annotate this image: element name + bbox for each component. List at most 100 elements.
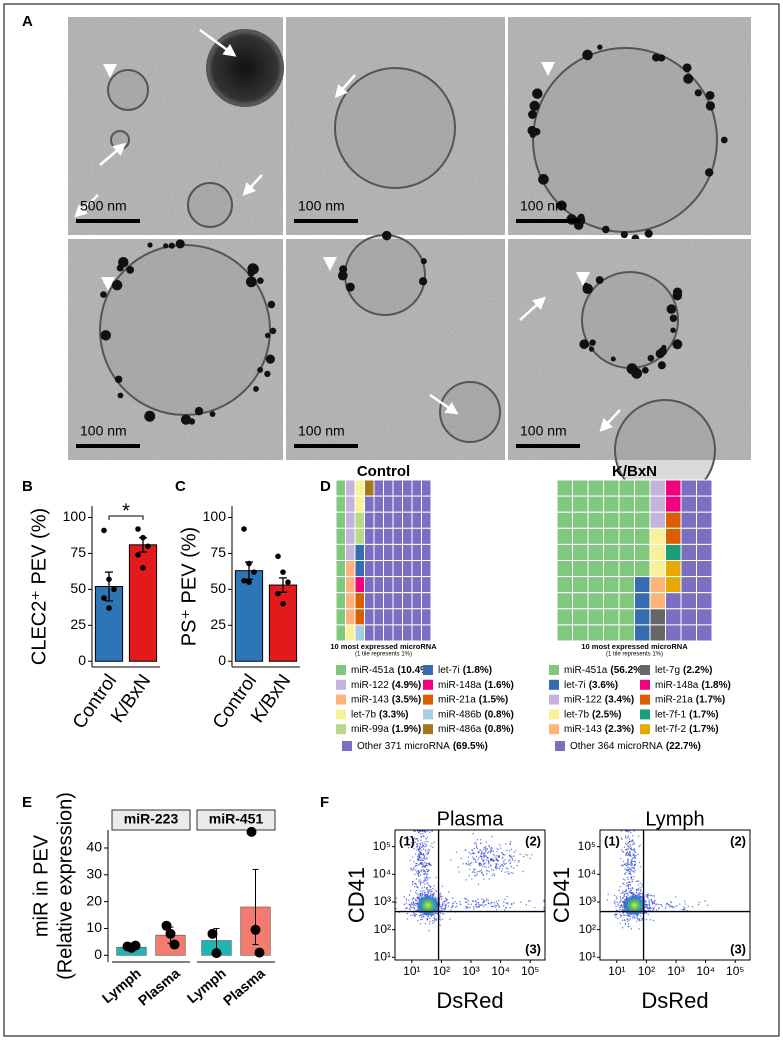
event-dot — [421, 892, 423, 895]
waffle-tile — [665, 624, 682, 642]
waffle-tile — [665, 511, 682, 529]
legend-entry: miR-21a (1.7%) — [655, 694, 725, 705]
event-dot — [454, 901, 456, 903]
event-dot — [451, 904, 454, 906]
event-dot — [443, 907, 445, 910]
event-dot — [507, 860, 510, 862]
event-dot — [503, 862, 505, 864]
event-dot — [419, 895, 421, 897]
event-dot — [469, 862, 472, 865]
waffle-tile — [354, 592, 365, 610]
event-dot — [466, 906, 468, 908]
event-dot — [427, 916, 429, 918]
event-dot — [674, 906, 676, 908]
event-dot — [410, 904, 412, 906]
y-tick-label: 40 — [86, 839, 102, 855]
event-dot — [630, 892, 632, 894]
event-dot — [424, 861, 426, 863]
legend-swatch — [640, 694, 650, 705]
event-dot — [494, 866, 497, 868]
event-dot — [501, 852, 503, 854]
event-dot — [429, 877, 431, 879]
event-dot — [649, 894, 651, 897]
event-dot — [625, 862, 627, 865]
event-dot — [495, 857, 497, 859]
event-dot — [630, 888, 632, 890]
legend-entry: miR-486b (0.8%) — [438, 709, 514, 720]
legend-entry: let-7g (2.2%) — [655, 665, 712, 676]
event-dot — [417, 874, 420, 877]
event-dot — [630, 847, 632, 849]
event-dot — [441, 918, 444, 920]
event-dot — [543, 900, 545, 903]
waffle-tile — [665, 479, 682, 497]
legend-name: miR-21a — [655, 694, 693, 705]
event-dot — [422, 844, 424, 847]
gold-particle — [620, 231, 628, 239]
event-dot — [441, 885, 444, 888]
event-dot — [697, 904, 700, 906]
event-dot — [630, 859, 632, 861]
waffle-tile — [364, 527, 375, 545]
event-dot — [472, 832, 475, 835]
event-dot — [638, 846, 640, 848]
gold-particle — [111, 279, 123, 291]
event-dot — [490, 905, 493, 908]
waffle-title: Control — [357, 463, 410, 480]
event-dot — [425, 876, 428, 879]
gold-particle — [538, 174, 549, 185]
event-dot — [420, 870, 422, 872]
waffle-tile — [665, 560, 682, 578]
event-dot — [408, 903, 411, 906]
event-dot — [472, 858, 475, 861]
event-dot — [439, 912, 442, 914]
micrograph-noise — [508, 17, 751, 235]
event-dot — [475, 841, 477, 844]
data-point — [140, 565, 146, 571]
event-dot — [626, 851, 628, 853]
waffle-tile — [634, 624, 651, 642]
waffle-tile — [634, 495, 651, 513]
event-dot — [415, 889, 418, 892]
waffle-tile — [421, 543, 432, 562]
event-dot — [615, 914, 617, 916]
waffle-tile — [665, 576, 682, 594]
event-dot — [623, 914, 625, 916]
legend-swatch — [423, 665, 433, 675]
event-dot — [419, 847, 422, 850]
event-dot — [414, 891, 417, 894]
event-dot — [412, 914, 414, 916]
waffle-tile — [603, 479, 620, 497]
event-dot — [625, 869, 628, 871]
event-dot — [408, 838, 410, 840]
event-dot — [422, 864, 424, 866]
event-dot — [406, 906, 408, 909]
legend-value: (2.5%) — [592, 709, 621, 720]
event-dot — [682, 906, 685, 908]
event-dot — [454, 906, 457, 909]
event-dot — [486, 870, 488, 872]
plot-title: Lymph — [645, 808, 704, 830]
waffle-tile — [649, 576, 666, 594]
data-point — [161, 920, 172, 931]
event-dot — [490, 850, 493, 852]
event-dot — [622, 860, 625, 863]
event-dot — [494, 906, 496, 908]
event-dot — [403, 896, 405, 898]
event-dot — [467, 856, 469, 858]
event-dot — [469, 853, 472, 855]
event-dot — [493, 859, 496, 862]
event-dot — [415, 878, 418, 880]
gold-particle — [245, 276, 257, 288]
event-dot — [395, 907, 397, 910]
arrowhead-marker — [541, 62, 555, 76]
event-dot — [425, 853, 427, 855]
panel-label: C — [175, 478, 186, 495]
panel-label: E — [22, 794, 32, 811]
event-dot — [527, 900, 530, 903]
waffle-tile — [680, 479, 697, 497]
y-tick-label: 10⁵ — [578, 839, 596, 853]
gold-particle — [672, 339, 683, 350]
event-dot — [491, 847, 493, 849]
event-dot — [412, 912, 415, 914]
